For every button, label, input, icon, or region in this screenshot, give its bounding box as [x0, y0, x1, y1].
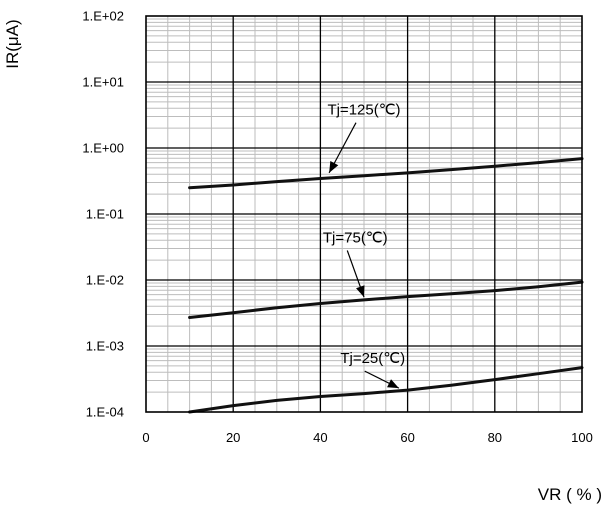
series-line-1 — [188, 280, 584, 319]
x-tick-label: 100 — [571, 430, 593, 445]
annotation-arrowhead — [356, 285, 365, 298]
y-tick-label: 1.E-01 — [86, 207, 124, 222]
series-layer — [188, 157, 584, 414]
annotation-arrowhead — [329, 161, 339, 173]
y-tick-label: 1.E+00 — [82, 141, 124, 156]
y-tick-label: 1.E-03 — [86, 339, 124, 354]
annotations: Tj=125(℃) Tj=75(℃) Tj=25(℃) — [323, 102, 405, 389]
y-tick-label: 1.E-04 — [86, 405, 124, 420]
x-tick-label: 20 — [226, 430, 240, 445]
annotation-arrowhead — [387, 379, 399, 389]
y-tick-label: 1.E+01 — [82, 75, 124, 90]
major-grid — [146, 16, 582, 412]
x-tick-label: 0 — [142, 430, 149, 445]
tick-labels: 0 20 40 60 80 100 1.E+02 1.E+01 1.E+00 1.E-01 1.E-… — [82, 9, 592, 446]
y-tick-label: 1.E-02 — [86, 273, 124, 288]
plot-frame — [145, 15, 583, 413]
annotation-label-2: Tj=25(℃) — [340, 350, 405, 367]
series-line-2 — [188, 366, 584, 414]
x-axis-title: VR ( % ) — [538, 485, 602, 504]
annotation-label-1: Tj=75(℃) — [323, 229, 388, 246]
y-tick-label: 1.E+02 — [82, 9, 124, 24]
series-line-0 — [188, 157, 584, 190]
annotation-label-0: Tj=125(℃) — [327, 102, 400, 119]
x-tick-label: 40 — [313, 430, 327, 445]
x-tick-label: 60 — [400, 430, 414, 445]
x-tick-label: 80 — [488, 430, 502, 445]
y-axis-title: IR(μA) — [3, 19, 22, 68]
